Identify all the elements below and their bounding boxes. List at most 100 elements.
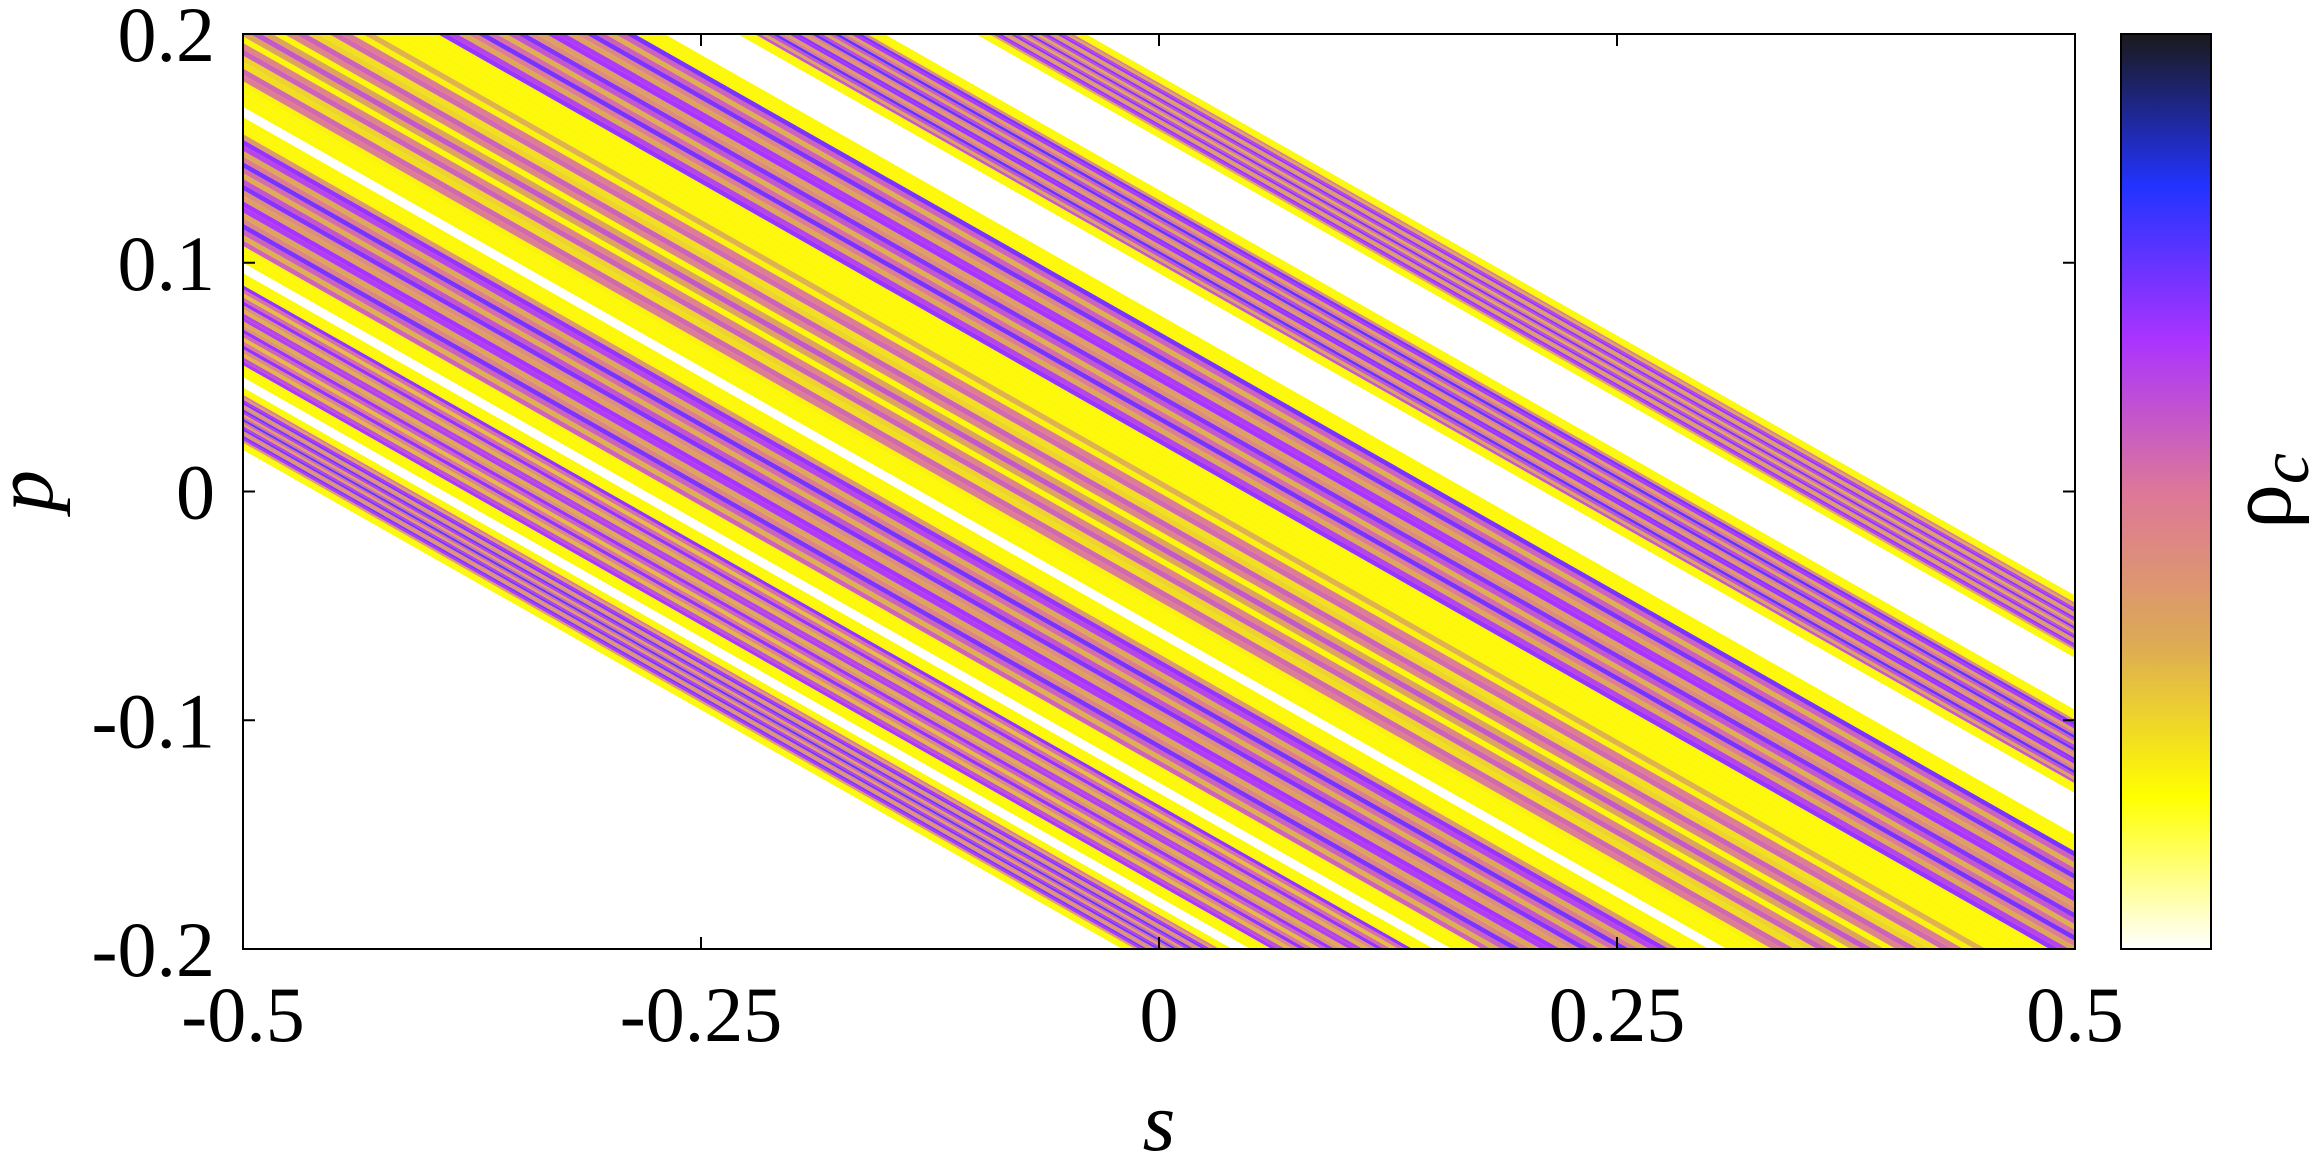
heatmap-stripe: [822, 34, 2075, 746]
heatmap-stripe: [243, 373, 1258, 949]
heatmap-stripe: [1013, 34, 2075, 637]
heatmap-stripe: [805, 34, 2075, 755]
heatmap-stripe: [351, 34, 1975, 949]
heatmap-stripe: [1047, 34, 2075, 618]
x-tick-label: 0.5: [2026, 971, 2124, 1058]
heatmap-stripe: [844, 34, 2075, 733]
heatmap-stripe: [996, 34, 2075, 646]
heatmap-stripe: [243, 397, 1216, 949]
x-axis: -0.5 -0.25 0 0.25 0.5: [181, 34, 2124, 1058]
x-axis-label: s: [1143, 1076, 1176, 1157]
heatmap-stripe: [1035, 34, 2075, 625]
heatmap-stripe: [867, 34, 2075, 720]
heatmap-stripe: [427, 34, 2050, 949]
heatmap-area: [243, 34, 2075, 949]
heatmap-stripe: [467, 34, 2075, 947]
heatmap-stripe: [243, 442, 1135, 949]
heatmap-stripe: [457, 34, 2075, 949]
heatmap-stripe: [1073, 34, 2075, 603]
heatmap-stripe: [856, 34, 2075, 726]
heatmap-stripe: [243, 411, 1190, 949]
heatmap-stripe: [827, 34, 2075, 742]
heatmap-stripe: [272, 34, 1897, 949]
y-tick-label: 0: [176, 449, 215, 536]
x-tick-label: 0: [1140, 971, 1179, 1058]
heatmap-stripe: [737, 34, 2075, 794]
heatmap-stripe: [1051, 34, 2075, 615]
heatmap-stripe: [283, 34, 1908, 949]
heatmap-stripe: [243, 34, 1863, 949]
x-tick-label: 0.25: [1549, 971, 1686, 1058]
heatmap-stripe: [754, 34, 2075, 784]
heatmap-stripe: [743, 34, 2075, 790]
heatmap-stripe: [794, 34, 2075, 762]
heatmap-stripe: [878, 34, 2075, 714]
x-tick-label: -0.25: [620, 971, 782, 1058]
y-tick-label: -0.1: [92, 677, 215, 764]
y-tick-label: -0.2: [92, 906, 215, 993]
heatmap-stripe: [306, 34, 1930, 949]
heatmap-stripe: [799, 34, 2075, 758]
heatmap-stripe: [748, 34, 2075, 787]
heatmap-stripe: [516, 34, 2075, 919]
heatmap-stripe: [654, 34, 2075, 841]
heatmap-stripe: [243, 273, 1434, 949]
heatmap-stripe: [1018, 34, 2075, 634]
heatmap-stripe: [975, 34, 2075, 658]
heatmap-stripe: [396, 34, 2021, 949]
heatmap-stripe: [644, 34, 2075, 846]
colorbar-label: ρc: [2211, 453, 2323, 529]
heatmap-stripe: [1030, 34, 2075, 627]
heatmap-stripe: [340, 34, 1964, 949]
heatmap-stripe: [243, 134, 1679, 949]
colorbar: [2120, 33, 2212, 950]
heatmap-stripe: [295, 34, 1919, 949]
heatmap-stripe: [555, 34, 2075, 897]
heatmap-stripe: [374, 34, 1998, 949]
y-tick-label: 0.1: [118, 220, 216, 307]
heatmap-stripe: [1009, 34, 2075, 639]
y-axis-label: p: [0, 470, 71, 517]
heatmap-stripe: [546, 34, 2075, 902]
heatmap-stripe: [317, 34, 1942, 949]
heatmap-stripe: [810, 34, 2075, 752]
heatmap-stripe: [575, 34, 2075, 886]
heatmap-stripe: [1064, 34, 2075, 608]
heatmap-stripe: [250, 34, 1874, 949]
heatmap-stripe: [771, 34, 2075, 774]
y-tick-label: 0.2: [118, 0, 216, 78]
heatmap-stripe: [1001, 34, 2075, 644]
heatmap-stripe: [833, 34, 2075, 739]
heatmap-stripe: [417, 34, 2040, 949]
heatmap-stripe: [760, 34, 2075, 781]
heatmap-stripe: [536, 34, 2075, 908]
heatmap-stripe: [243, 437, 1144, 949]
heatmap-stripe: [486, 34, 2075, 936]
heatmap-stripe: [407, 34, 2030, 949]
heatmap-stripe: [261, 34, 1885, 949]
heatmap-stripe: [447, 34, 2070, 949]
heatmap-stripe: [1077, 34, 2075, 601]
heatmap-stripe: [1043, 34, 2075, 620]
heatmap-stripe: [476, 34, 2075, 941]
heatmap-stripe: [1026, 34, 2075, 630]
heatmap-stripe: [385, 34, 2009, 949]
heatmap-stripe: [992, 34, 2075, 649]
heatmap-stripe: [437, 34, 2060, 949]
heatmap-stripe: [526, 34, 2075, 914]
heatmap-stripe: [243, 387, 1233, 949]
heatmap-stripe: [1056, 34, 2075, 613]
heatmap-stripe: [624, 34, 2075, 858]
heatmap-stripe: [605, 34, 2075, 869]
heatmap-stripe: [1039, 34, 2075, 622]
heatmap-stripe: [565, 34, 2075, 891]
heatmap-stripe: [816, 34, 2075, 749]
heatmap-stripe: [980, 34, 2075, 656]
heatmap-stripe: [243, 416, 1182, 949]
heatmap-stripe: [1068, 34, 2075, 606]
heatmap-stripe: [839, 34, 2075, 736]
heatmap-stripe: [861, 34, 2075, 723]
heatmap-stripe: [777, 34, 2075, 771]
heatmap-stripe: [243, 117, 1709, 949]
